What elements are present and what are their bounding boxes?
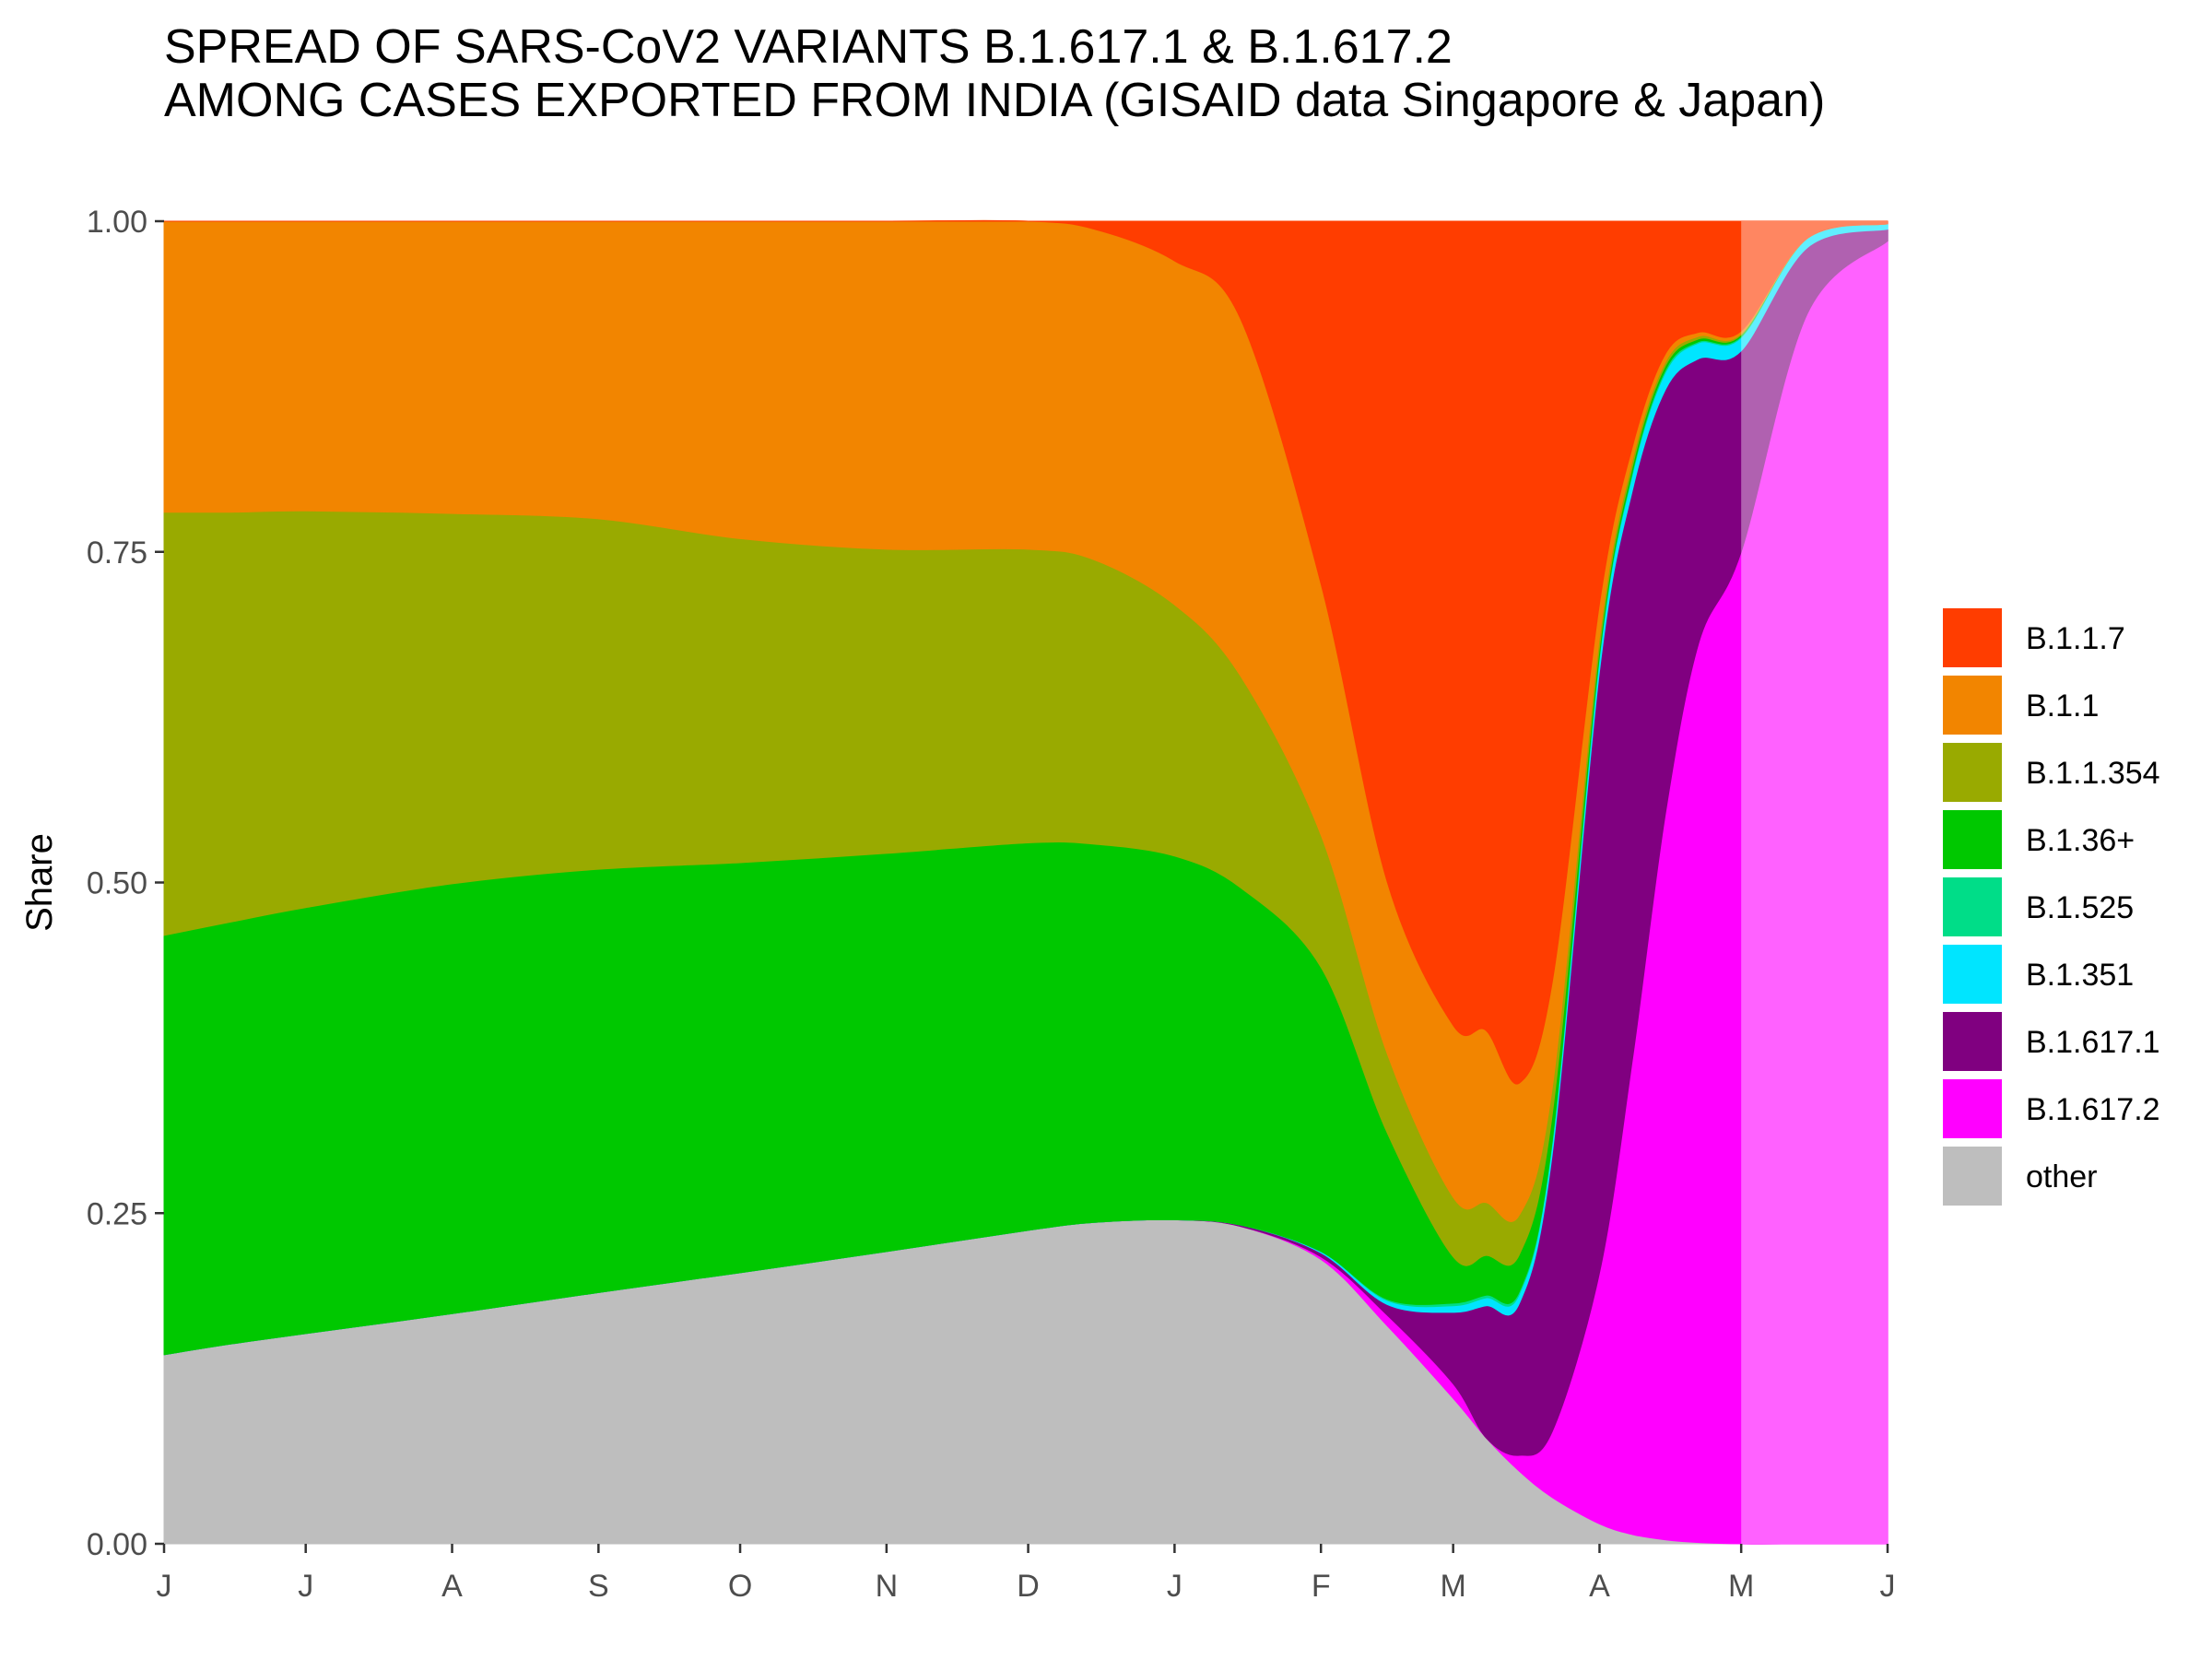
legend-label: B.1.617.2 <box>2026 1092 2160 1127</box>
legend-swatch <box>1943 1147 2002 1206</box>
legend-swatch <box>1943 877 2002 936</box>
x-tick-label: S <box>588 1569 609 1604</box>
legend-label: B.1.1 <box>2026 688 2099 724</box>
legend-swatch <box>1943 945 2002 1004</box>
area-series-group <box>163 219 1888 1545</box>
x-tick-label: A <box>441 1569 463 1604</box>
legend: B.1.1.7 B.1.1 B.1.1.354 B.1.36+ B.1.525 B.1.3… <box>1943 608 2160 1206</box>
chart-title-line2: AMONG CASES EXPORTED FROM INDIA (GISAID … <box>164 74 1826 127</box>
x-tick-label: F <box>1312 1569 1331 1604</box>
x-tick-label: J <box>1880 1569 1896 1604</box>
x-tick-label: A <box>1589 1569 1610 1604</box>
legend-label: B.1.351 <box>2026 958 2134 993</box>
area-b-1-1-7 <box>164 219 1888 1085</box>
x-tick-label: D <box>1017 1569 1040 1604</box>
x-tick-label: O <box>728 1569 752 1604</box>
y-tick-label: 0.50 <box>87 866 147 901</box>
legend-swatch <box>1943 1079 2002 1138</box>
y-axis-label: Share <box>19 833 60 932</box>
chart-title: SPREAD OF SARS-CoV2 VARIANTS B.1.617.1 &… <box>164 20 1825 127</box>
y-tick-label: 0.00 <box>87 1527 147 1562</box>
legend-label: B.1.525 <box>2026 890 2134 925</box>
x-tick-label: J <box>298 1569 313 1604</box>
x-tick-label: N <box>876 1569 899 1604</box>
legend-swatch <box>1943 608 2002 667</box>
legend-label: B.1.1.7 <box>2026 621 2125 656</box>
legend-swatch <box>1943 1012 2002 1071</box>
legend-swatch <box>1943 810 2002 869</box>
x-tick-label: M <box>1728 1569 1754 1604</box>
legend-label: B.1.1.354 <box>2026 756 2160 791</box>
y-tick-label: 0.75 <box>87 535 147 571</box>
y-tick-label: 0.25 <box>87 1196 147 1231</box>
legend-label: B.1.36+ <box>2026 823 2135 858</box>
y-tick-label: 1.00 <box>87 205 147 240</box>
forecast-region-overlay <box>1741 221 1888 1544</box>
legend-swatch <box>1943 743 2002 802</box>
legend-swatch <box>1943 676 2002 735</box>
legend-label: B.1.617.1 <box>2026 1025 2160 1060</box>
x-tick-label: M <box>1440 1569 1465 1604</box>
x-tick-label: J <box>1167 1569 1182 1604</box>
legend-label: other <box>2026 1159 2098 1194</box>
x-tick-label: J <box>157 1569 172 1604</box>
axes-group: 0.00 0.25 0.50 0.75 1.00 J J A S O N D J F M A M J <box>87 205 1896 1604</box>
chart-title-line1: SPREAD OF SARS-CoV2 VARIANTS B.1.617.1 &… <box>164 20 1453 74</box>
